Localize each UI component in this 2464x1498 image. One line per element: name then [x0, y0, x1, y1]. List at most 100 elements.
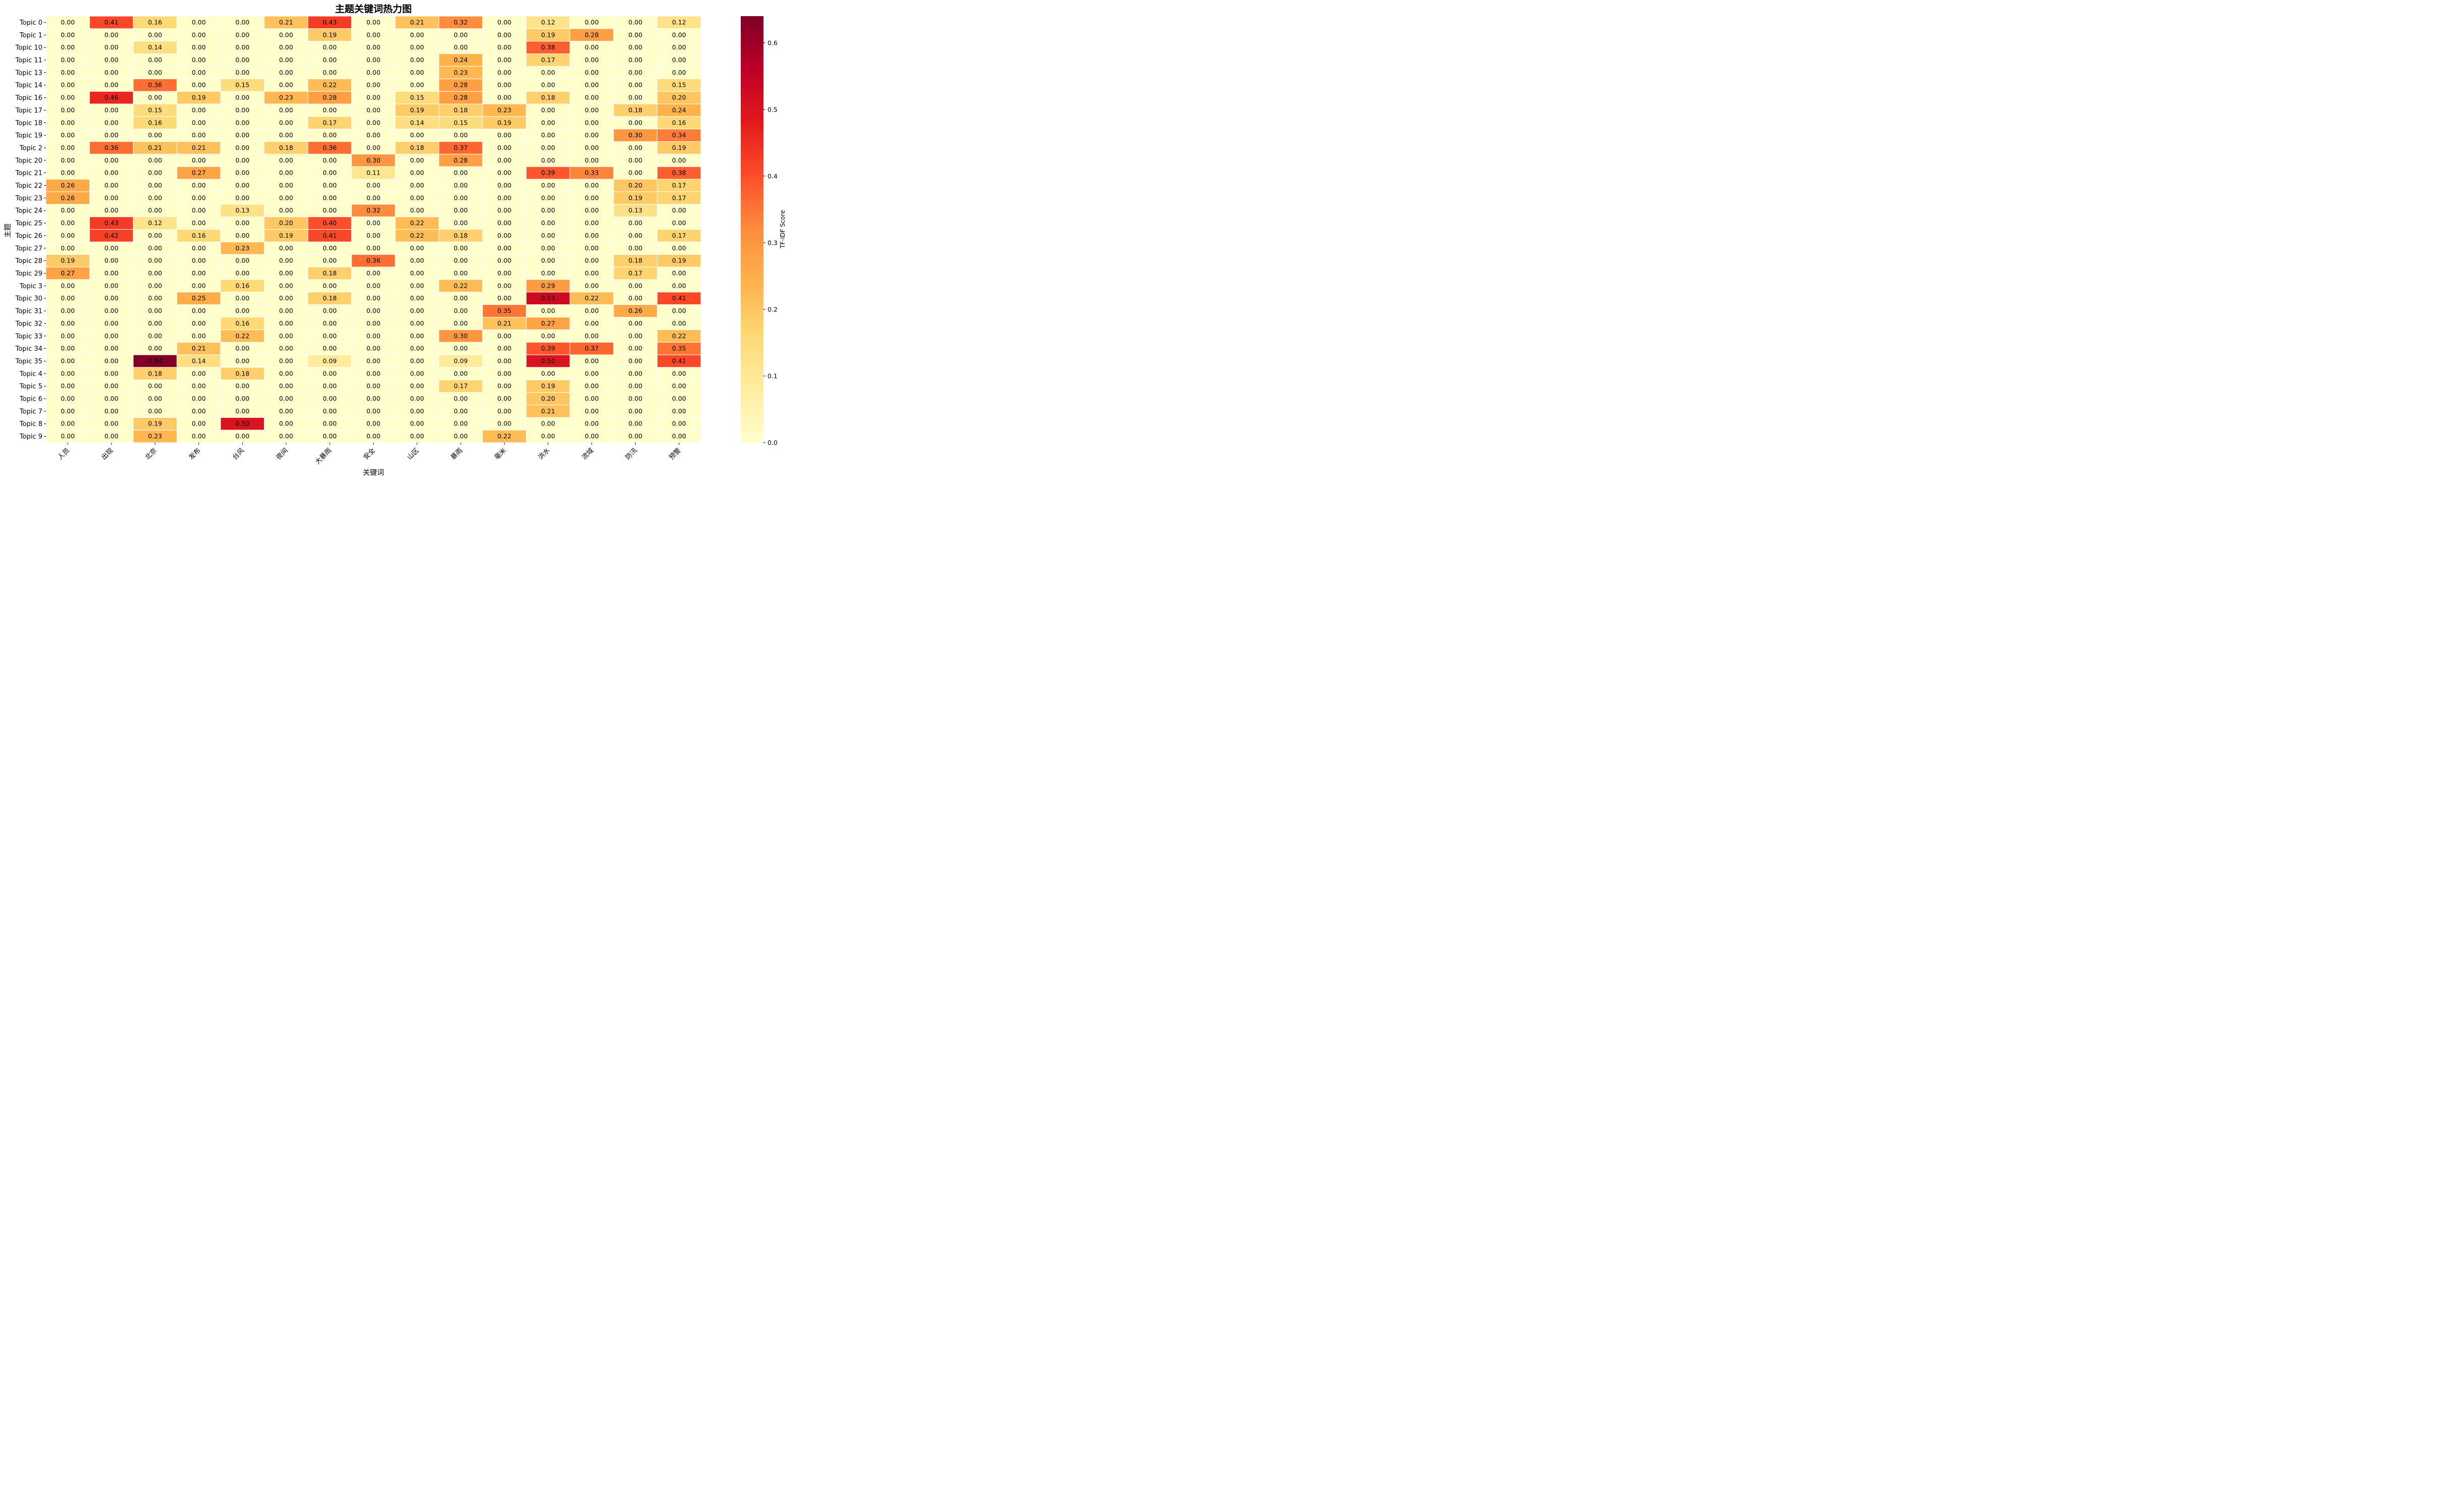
heatmap-cell-value: 0.00	[366, 345, 380, 352]
heatmap-cell-value: 0.40	[323, 219, 337, 227]
heatmap-cell-value: 0.00	[323, 244, 337, 252]
heatmap-cell-value: 0.00	[454, 219, 468, 227]
heatmap-cell-value: 0.00	[279, 56, 293, 64]
heatmap-cell-value: 0.00	[104, 119, 119, 126]
heatmap-cell-value: 0.00	[366, 332, 380, 340]
heatmap-cell-value: 0.00	[104, 106, 119, 114]
heatmap-cell	[264, 354, 308, 368]
heatmap-cell	[307, 129, 352, 142]
heatmap-cell-value: 0.13	[235, 206, 249, 214]
heatmap-cell	[45, 380, 90, 393]
heatmap-cell	[613, 66, 658, 79]
heatmap-cell-value: 0.00	[366, 232, 380, 239]
heatmap-cell	[45, 166, 90, 180]
heatmap-cell	[351, 28, 396, 42]
heatmap-cell	[613, 329, 658, 343]
colorbar-tick-label: 0.3	[768, 239, 778, 246]
heatmap-cell-value: 0.00	[104, 395, 119, 402]
heatmap-cell-value: 0.18	[454, 232, 468, 239]
heatmap-cell-value: 0.21	[541, 407, 555, 415]
heatmap-cell-value: 0.00	[585, 18, 599, 26]
heatmap-cell	[656, 166, 701, 180]
heatmap-cell	[133, 103, 178, 117]
heatmap-cell	[177, 28, 221, 42]
heatmap-cell-value: 0.00	[541, 219, 555, 227]
heatmap-cell	[264, 91, 308, 104]
heatmap-cell-value: 0.00	[454, 345, 468, 352]
heatmap-cell-value: 0.00	[148, 407, 162, 415]
heatmap-cell	[569, 103, 614, 117]
heatmap-cell-value: 0.00	[410, 282, 424, 289]
heatmap-cell	[613, 279, 658, 293]
heatmap-cell	[526, 354, 570, 368]
heatmap-cell	[569, 392, 614, 405]
heatmap-cell-value: 0.00	[585, 219, 599, 227]
heatmap-cell-value: 0.00	[498, 269, 512, 277]
heatmap-cell-value: 0.00	[672, 244, 686, 252]
heatmap-cell-value: 0.00	[628, 345, 642, 352]
heatmap-cell	[89, 103, 134, 117]
heatmap-cell-value: 0.00	[628, 94, 642, 101]
heatmap-cell	[220, 292, 265, 305]
heatmap-cell	[482, 191, 527, 205]
heatmap-cell-value: 0.12	[672, 18, 686, 26]
heatmap-cell	[526, 254, 570, 268]
heatmap-cell	[45, 367, 90, 381]
heatmap-cell-value: 0.00	[235, 345, 249, 352]
heatmap-cell	[220, 241, 265, 255]
heatmap-cell-value: 0.00	[585, 319, 599, 327]
heatmap-cell-value: 0.00	[541, 433, 555, 440]
x-tick-label: 山区	[406, 447, 420, 461]
heatmap-cell-value: 0.42	[104, 232, 119, 239]
heatmap-cell	[656, 91, 701, 104]
heatmap-cell-value: 0.19	[628, 194, 642, 201]
heatmap-cell	[395, 254, 440, 268]
y-tick-label: Topic 16	[15, 94, 42, 102]
heatmap-cell	[177, 66, 221, 79]
heatmap-cell	[177, 354, 221, 368]
heatmap-cell-value: 0.00	[366, 144, 380, 151]
heatmap-cell-value: 0.20	[672, 94, 686, 101]
heatmap-cell	[613, 241, 658, 255]
x-tick-label: 毫米	[493, 447, 508, 462]
heatmap-cell-value: 0.00	[585, 81, 599, 89]
heatmap-cell-value: 0.00	[148, 257, 162, 264]
y-tick-label: Topic 27	[15, 245, 42, 252]
heatmap-cell-value: 0.22	[235, 332, 249, 340]
heatmap-cell-value: 0.00	[585, 131, 599, 139]
heatmap-cell-value: 0.00	[279, 420, 293, 427]
heatmap-cell	[133, 204, 178, 218]
heatmap-cell-value: 0.15	[148, 106, 162, 114]
heatmap-cell	[526, 66, 570, 79]
heatmap-cell-value: 0.41	[672, 294, 686, 302]
heatmap-cell	[613, 404, 658, 418]
heatmap-cell-value: 0.00	[104, 43, 119, 51]
heatmap-cell-value: 0.00	[585, 56, 599, 64]
heatmap-cell-value: 0.17	[454, 382, 468, 390]
heatmap-cell	[351, 116, 396, 130]
heatmap-cell-value: 0.00	[541, 194, 555, 201]
heatmap-cell	[656, 179, 701, 192]
heatmap-cell	[482, 279, 527, 293]
heatmap-cell	[133, 316, 178, 330]
heatmap-cell-value: 0.36	[148, 81, 162, 89]
heatmap-cell-value: 0.00	[366, 119, 380, 126]
heatmap-cell-value: 0.00	[148, 294, 162, 302]
heatmap-cell	[526, 91, 570, 104]
heatmap-cell-value: 0.20	[279, 219, 293, 227]
heatmap-cell	[133, 54, 178, 67]
heatmap-cell-value: 0.00	[148, 169, 162, 177]
heatmap-cell	[439, 292, 483, 305]
heatmap-cell-value: 0.19	[672, 257, 686, 264]
y-tick-label: Topic 7	[19, 408, 42, 415]
heatmap-cell	[351, 91, 396, 104]
heatmap-cell-value: 0.00	[366, 269, 380, 277]
heatmap-cell	[89, 342, 134, 355]
heatmap-cell-value: 0.00	[61, 232, 75, 239]
heatmap-cell-value: 0.00	[541, 307, 555, 314]
heatmap-cell-value: 0.15	[235, 81, 249, 89]
heatmap-svg: 主题关键词热力图 0.00 0.41 0.16 0.00 0.00 0.21 0.43 0.0…	[4, 3, 786, 477]
heatmap-cell-value: 0.00	[585, 407, 599, 415]
heatmap-cell	[526, 141, 570, 154]
heatmap-cell-value: 0.00	[498, 420, 512, 427]
